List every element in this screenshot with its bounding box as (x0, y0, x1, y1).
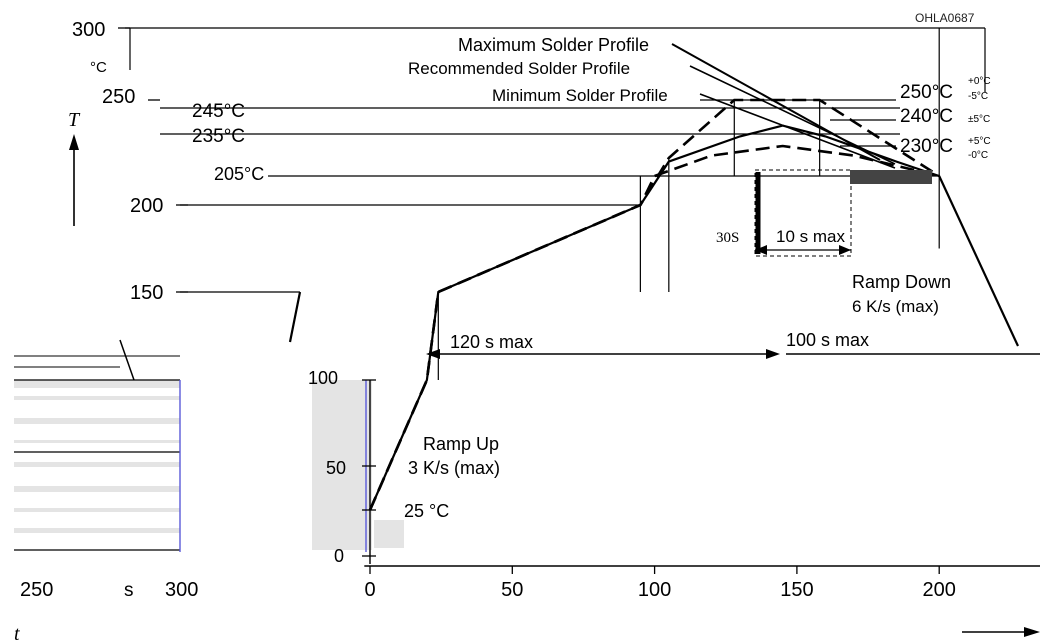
tol-250-plus: +0°C (968, 76, 991, 87)
temp-label-250: 250°C (900, 82, 953, 103)
y-tick-label-300: 300 (72, 19, 105, 41)
x-tick-label-150: 150 (780, 579, 813, 601)
min-profile-label: Minimum Solder Profile (492, 86, 668, 105)
scan-artifact-bands (14, 339, 404, 552)
rec-profile-leader (689, 65, 896, 165)
ramp-down-label: Ramp Down (852, 272, 951, 292)
ramp-down-rate: 6 K/s (max) (852, 297, 939, 316)
min-profile-line (368, 144, 940, 511)
tol-250-minus: -5°C (968, 91, 988, 102)
y-tick-label-200: 200 (130, 195, 163, 217)
preheat-window (426, 349, 780, 359)
temp-label-205: 205°C (214, 164, 264, 184)
temp-label-230: 230°C (900, 136, 953, 157)
preheat-time-label: 120 s max (450, 332, 533, 352)
y-axis-symbol: T (68, 109, 81, 131)
chart-code: OHLA0687 (915, 11, 975, 25)
y-tick-label-250: 250 (102, 86, 135, 108)
peak-window (754, 169, 932, 257)
ramp-up-rate: 3 K/s (max) (408, 458, 500, 478)
y-tick-label-150: 150 (130, 282, 163, 304)
preheat-start-line (288, 291, 302, 343)
y-axis-arrow (69, 134, 79, 226)
peak-30s-label: 30S (716, 230, 739, 246)
temp-label-245: 245°C (192, 101, 245, 122)
temp-label-235: 235°C (192, 126, 245, 147)
x-axis-symbol: t (14, 623, 20, 644)
x-axis-arrow (962, 627, 1040, 637)
x-tick-labels: 0 50 100 150 200 (364, 579, 955, 601)
temp-label-240: 240°C (900, 106, 953, 127)
y-tick-label-50: 50 (326, 458, 346, 478)
y-tick-label-100: 100 (308, 368, 338, 388)
peak-time-label: 10 s max (776, 227, 845, 246)
x-tick-label-300: 300 (165, 579, 198, 601)
x-tick-label-100: 100 (638, 579, 671, 601)
max-profile-label: Maximum Solder Profile (458, 35, 649, 55)
tol-240: ±5°C (968, 114, 990, 125)
tol-230-plus: +5°C (968, 136, 991, 147)
temperature-reference-lines (118, 27, 940, 380)
y-axis-unit: °C (90, 59, 107, 76)
temp-label-25: 25 °C (404, 501, 449, 521)
min-profile-leader (699, 93, 896, 169)
ramp-down-line (938, 175, 1019, 347)
x-tick-label-250: 250 (20, 579, 53, 601)
x-tick-label-0: 0 (364, 579, 375, 601)
tol-230-minus: -0°C (968, 150, 988, 161)
x-tick-label-200: 200 (923, 579, 956, 601)
x-tick-label-50: 50 (501, 579, 523, 601)
axes (362, 379, 1040, 574)
rec-profile-label: Recommended Solder Profile (408, 59, 630, 78)
reflow-time-label: 100 s max (786, 330, 869, 350)
x-axis-unit: s (124, 580, 134, 601)
ramp-up-label: Ramp Up (423, 434, 499, 454)
y-tick-label-0: 0 (334, 546, 344, 566)
